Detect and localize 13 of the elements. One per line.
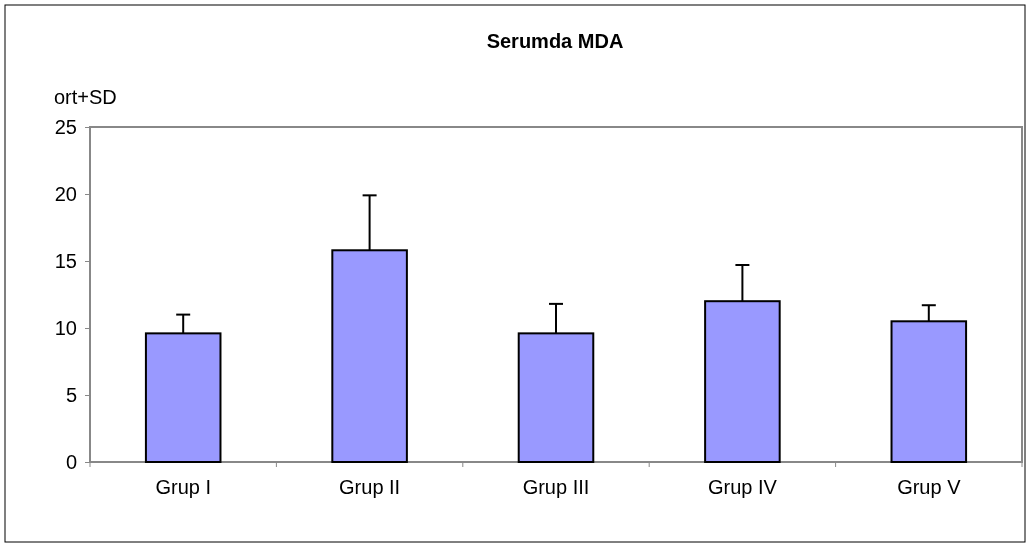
x-tick-label: Grup I — [155, 476, 211, 499]
x-tick-label: Grup III — [522, 476, 590, 499]
y-tick-label: 20 — [54, 182, 77, 205]
y-tick-label: 10 — [54, 316, 77, 339]
y-tick-label: 0 — [65, 450, 77, 473]
x-tick-label: Grup V — [897, 476, 962, 499]
x-tick-label: Grup II — [339, 476, 401, 499]
x-tick-label: Grup IV — [707, 476, 778, 499]
y-tick-label: 5 — [65, 383, 77, 406]
y-tick-label: 15 — [54, 249, 77, 272]
chart-title: Serumda MDA — [486, 30, 624, 52]
y-axis-title: ort+SD — [54, 86, 117, 108]
y-tick-label: 25 — [54, 115, 77, 138]
